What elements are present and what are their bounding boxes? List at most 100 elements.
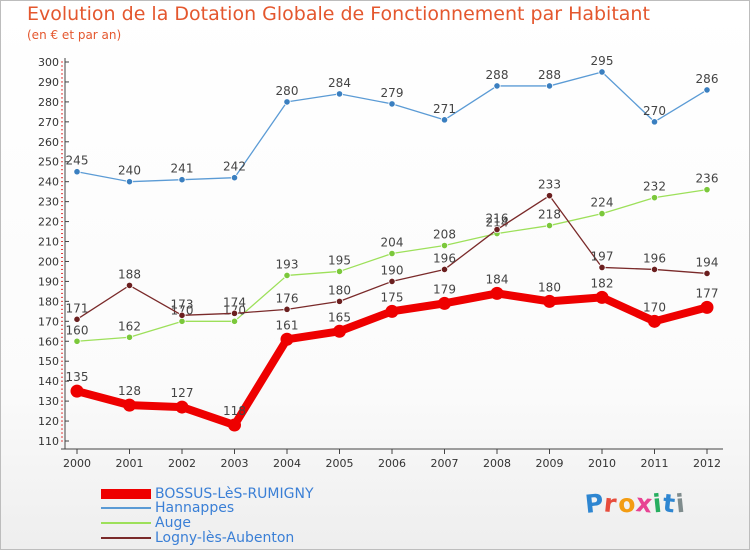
data-point (650, 194, 659, 202)
data-label: 184 (486, 272, 509, 286)
data-label: 171 (66, 301, 89, 315)
data-point (545, 82, 554, 90)
data-point (123, 398, 136, 412)
data-point (388, 249, 396, 258)
logo-letter: i (674, 488, 687, 519)
data-point (703, 86, 711, 94)
data-label: 190 (381, 263, 404, 277)
data-label: 176 (276, 291, 299, 305)
legend-item: BOSSUS-LèS-RUMIGNY (101, 486, 314, 502)
x-tick-label: 2001 (116, 457, 144, 470)
data-point (283, 271, 291, 280)
data-point (178, 317, 186, 325)
legend-item: Auge (101, 515, 191, 531)
legend-item: Logny-lès-Aubenton (101, 530, 294, 546)
data-label: 174 (223, 295, 246, 309)
x-tick-label: 2011 (641, 457, 669, 470)
data-point (73, 168, 81, 176)
data-label: 233 (538, 178, 561, 192)
data-point (125, 281, 134, 290)
data-label: 165 (328, 310, 351, 324)
y-tick-label: 300 (38, 56, 59, 69)
y-tick-label: 290 (38, 76, 59, 89)
data-label: 204 (381, 235, 404, 249)
data-point (493, 225, 501, 234)
data-point (73, 315, 81, 323)
data-point (125, 178, 134, 186)
x-tick-label: 2007 (431, 457, 459, 470)
data-label: 118 (223, 404, 246, 418)
data-label: 128 (118, 384, 141, 398)
legend-label: Hannappes (155, 500, 235, 516)
y-tick-label: 250 (38, 156, 59, 169)
line-chart: 110 120 130 140 150 160 170 180 190 200 210 220 230 2… (38, 54, 723, 470)
data-point (70, 384, 84, 398)
data-point (388, 277, 396, 286)
data-label: 288 (538, 68, 561, 82)
data-point (178, 311, 186, 319)
data-label: 180 (328, 283, 351, 297)
data-label: 280 (276, 84, 299, 98)
data-point (545, 192, 554, 200)
data-point (703, 269, 711, 278)
data-label: 270 (643, 104, 666, 118)
x-tick-label: 2004 (273, 457, 301, 470)
data-label: 288 (486, 68, 509, 82)
data-label: 135 (66, 370, 89, 384)
legend-label: Logny-lès-Aubenton (155, 530, 295, 546)
data-label: 180 (538, 280, 561, 294)
data-point (440, 265, 449, 274)
data-point (440, 241, 449, 250)
x-tick-label: 2008 (483, 457, 511, 470)
data-label: 173 (171, 297, 194, 311)
data-point (335, 297, 344, 305)
x-tick-label: 2002 (168, 457, 196, 470)
data-point (545, 221, 554, 230)
x-tick-label: 2010 (588, 457, 616, 470)
legend-swatch (101, 489, 151, 499)
data-label: 188 (118, 267, 141, 281)
chart-subtitle: (en € et par an) (27, 28, 122, 42)
x-tick-label: 2005 (326, 457, 354, 470)
data-label: 196 (433, 251, 456, 265)
data-point (703, 186, 711, 194)
data-label: 245 (66, 154, 89, 168)
data-point (598, 263, 606, 272)
data-label: 295 (591, 54, 614, 68)
legend-swatch (101, 537, 151, 539)
x-tick-label: 2000 (63, 457, 91, 470)
data-point (595, 290, 609, 304)
data-point (598, 68, 606, 76)
y-tick-label: 200 (38, 255, 59, 268)
y-tick-label: 240 (38, 176, 59, 189)
data-label: 193 (276, 257, 299, 271)
y-tick-label: 280 (38, 96, 59, 109)
data-point (228, 418, 241, 432)
data-point (598, 210, 606, 218)
data-label: 161 (276, 318, 299, 332)
data-point (543, 294, 556, 308)
data-point (178, 176, 186, 184)
y-tick-label: 210 (38, 236, 59, 249)
legend-item: Hannappes (101, 500, 234, 516)
data-label: 236 (696, 172, 719, 186)
data-point (388, 100, 396, 108)
data-label: 127 (171, 386, 194, 400)
data-label: 284 (328, 76, 351, 90)
x-tick-label: 2009 (536, 457, 564, 470)
y-tick-label: 230 (38, 196, 59, 209)
data-point (280, 332, 294, 346)
data-point (493, 82, 501, 90)
data-point (650, 118, 659, 126)
data-label: 197 (591, 249, 614, 263)
y-tick-label: 110 (38, 435, 59, 448)
data-label: 196 (643, 251, 666, 265)
data-label: 175 (381, 290, 404, 304)
data-point (440, 116, 449, 124)
y-tick-label: 140 (38, 375, 59, 388)
legend-swatch (101, 522, 151, 524)
x-tick-label: 2003 (221, 457, 249, 470)
data-point (335, 267, 344, 276)
y-tick-label: 160 (38, 335, 59, 348)
data-label: 242 (223, 160, 246, 174)
